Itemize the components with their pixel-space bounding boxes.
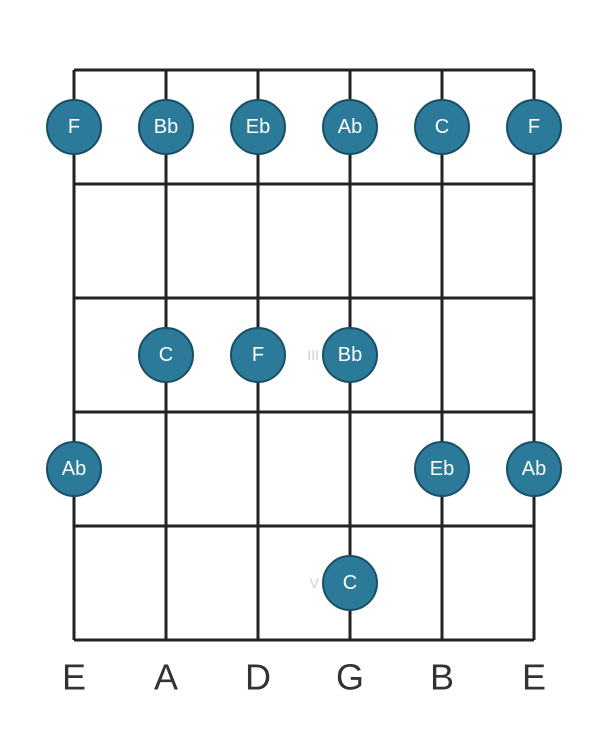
note-label: Bb xyxy=(338,344,362,366)
note-label: C xyxy=(159,344,173,366)
string-open-label: D xyxy=(245,657,271,698)
fretboard-svg: III V F Bb Eb Ab C F C F Bb Ab Eb Ab C E A D G B E xyxy=(0,0,608,737)
note-label: F xyxy=(528,116,540,138)
note-label: F xyxy=(252,344,264,366)
note-label: Bb xyxy=(154,116,178,138)
string-open-label: E xyxy=(522,657,546,698)
note-label: Ab xyxy=(62,458,86,480)
fret-marker-III: III xyxy=(307,347,319,363)
fret-marker-V: V xyxy=(310,575,320,591)
string-open-label: G xyxy=(336,657,364,698)
note-label: Ab xyxy=(338,116,362,138)
note-label: C xyxy=(435,116,449,138)
note-label: Eb xyxy=(246,116,270,138)
string-open-label: A xyxy=(154,657,178,698)
note-label: C xyxy=(343,572,357,594)
string-open-label: E xyxy=(62,657,86,698)
note-label: F xyxy=(68,116,80,138)
note-label: Ab xyxy=(522,458,546,480)
note-label: Eb xyxy=(430,458,454,480)
string-open-label: B xyxy=(430,657,454,698)
fretboard-diagram-container: { "layout": { "width": 608, "height": 73… xyxy=(0,0,608,737)
